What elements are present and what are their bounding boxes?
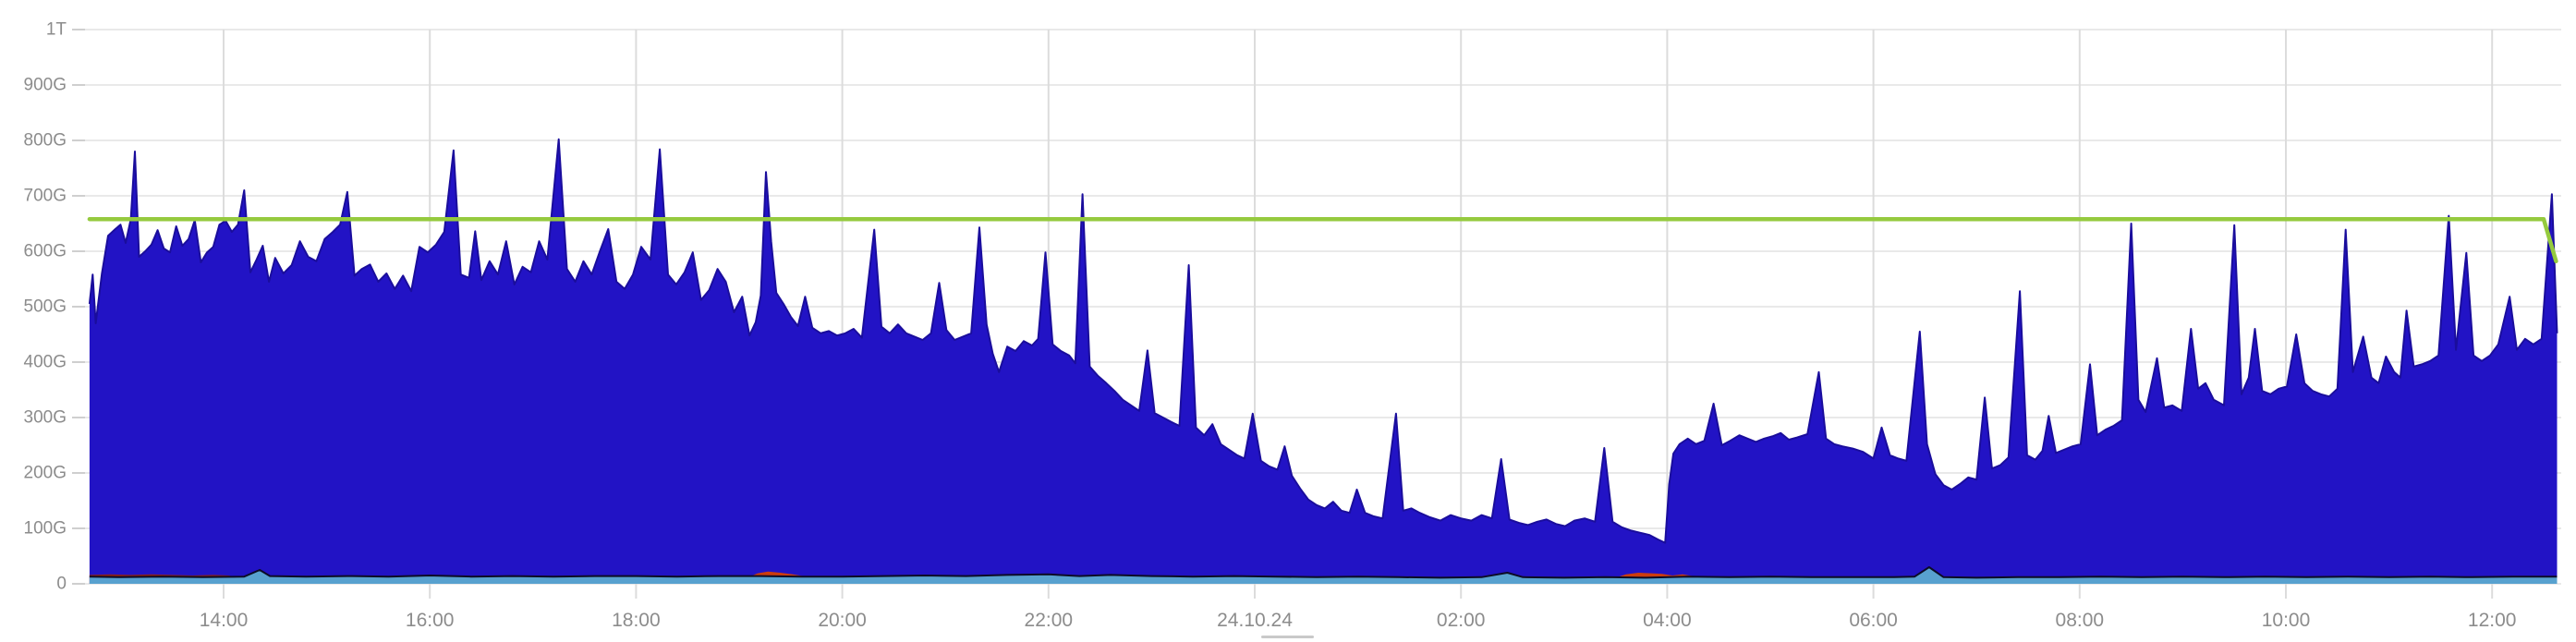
y-axis-label: 300G: [24, 408, 67, 428]
x-axis-label: 20:00: [818, 610, 867, 631]
y-axis-label: 800G: [24, 131, 67, 151]
y-axis-label: 400G: [24, 353, 67, 372]
y-gridline-group: 700G: [24, 187, 2561, 206]
x-gridline-group: 02:00: [1437, 30, 1486, 631]
bottom-baseline-outline: [89, 566, 2558, 579]
y-gridline-group: 600G: [24, 242, 2561, 261]
y-gridline-group: 900G: [24, 76, 2561, 95]
x-axis-label: 24.10.24: [1217, 610, 1293, 631]
x-axis-label: 02:00: [1437, 610, 1486, 631]
y-axis-label: 0: [56, 575, 67, 594]
x-axis-label: 14:00: [200, 610, 249, 631]
x-axis-label: 08:00: [2056, 610, 2105, 631]
scrollbar-thumb[interactable]: [1261, 636, 1314, 638]
y-axis-label: 900G: [24, 76, 67, 95]
x-axis-label: 12:00: [2468, 610, 2517, 631]
y-axis-label: 100G: [24, 519, 67, 539]
x-axis-label: 06:00: [1849, 610, 1898, 631]
x-axis-label: 18:00: [612, 610, 661, 631]
bottom-baseline-area: [89, 567, 2558, 584]
y-axis-label: 500G: [24, 297, 67, 317]
y-gridline-group: 800G: [24, 131, 2561, 151]
x-axis-label: 04:00: [1643, 610, 1692, 631]
plot-area[interactable]: [83, 30, 2561, 584]
x-axis-label: 16:00: [406, 610, 455, 631]
y-axis-label: 200G: [24, 464, 67, 483]
main-traffic-area: [89, 139, 2558, 585]
y-gridline-group: 1T: [46, 20, 2561, 40]
x-axis-label: 10:00: [2262, 610, 2311, 631]
y-axis-label: 700G: [24, 187, 67, 206]
y-axis-label: 600G: [24, 242, 67, 261]
y-axis-label: 1T: [46, 20, 67, 40]
limit-line: [87, 216, 2558, 264]
main-traffic-outline: [88, 138, 2558, 544]
x-axis-label: 22:00: [1025, 610, 1074, 631]
